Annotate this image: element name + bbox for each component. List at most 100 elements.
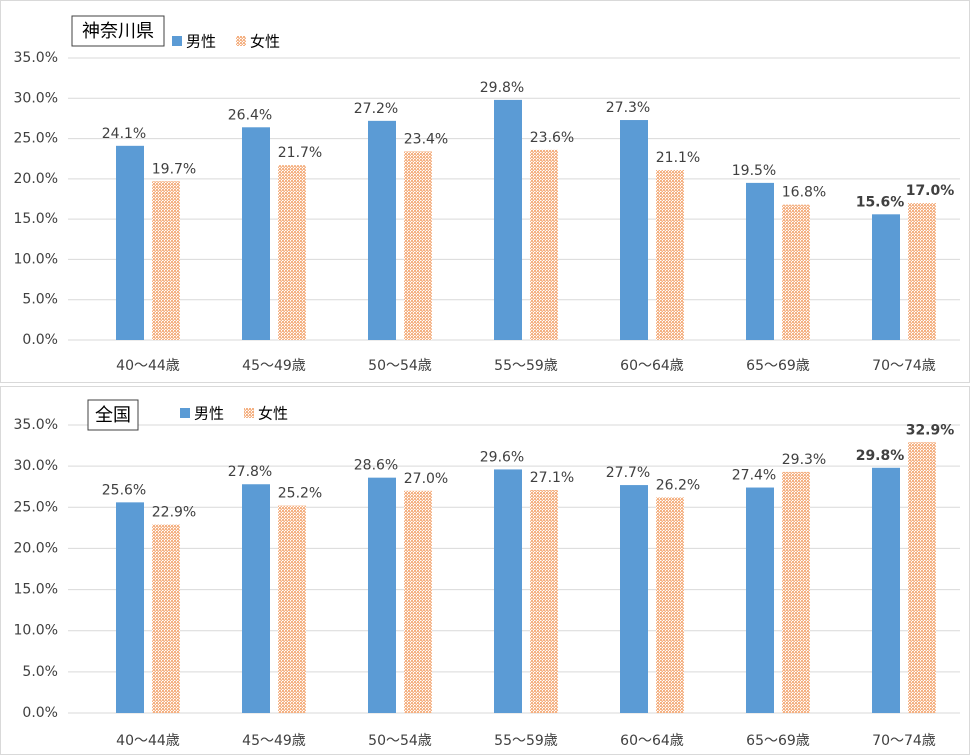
data-label: 16.8%	[782, 185, 826, 201]
bar	[494, 99, 522, 340]
bar	[152, 524, 180, 713]
bar	[242, 127, 270, 340]
bar	[368, 477, 396, 713]
data-label: 29.8%	[856, 448, 905, 464]
legend-label: 男性	[186, 33, 216, 51]
x-tick-label: 65～69歳	[746, 358, 810, 374]
chart-title: 全国	[95, 405, 131, 426]
data-label: 23.6%	[530, 130, 574, 146]
y-tick-label: 20.0%	[14, 540, 58, 556]
chart-frame	[0, 386, 970, 755]
data-label: 27.0%	[404, 471, 448, 487]
data-label: 32.9%	[906, 422, 955, 438]
bar	[404, 151, 432, 340]
bar	[242, 484, 270, 713]
y-tick-label: 30.0%	[14, 458, 58, 474]
data-label: 29.3%	[782, 452, 826, 468]
data-label: 21.7%	[278, 145, 322, 161]
legend-swatch	[180, 408, 190, 418]
title-box	[87, 399, 139, 431]
x-tick-label: 70～74歳	[872, 358, 936, 374]
bar	[872, 467, 900, 713]
data-label: 28.6%	[354, 458, 398, 474]
legend-label: 男性	[194, 405, 224, 423]
bar	[116, 145, 144, 340]
bar	[656, 497, 684, 713]
x-tick-label: 55～59歳	[494, 358, 558, 374]
bar	[530, 149, 558, 340]
bar	[278, 505, 306, 713]
x-tick-label: 45～49歳	[242, 733, 306, 749]
x-tick-label: 50～54歳	[368, 358, 432, 374]
data-label: 27.7%	[606, 465, 650, 481]
y-tick-label: 35.0%	[14, 417, 58, 433]
y-tick-label: 5.0%	[22, 292, 58, 308]
bar	[656, 169, 684, 340]
y-tick-label: 25.0%	[14, 499, 58, 515]
y-tick-label: 30.0%	[14, 90, 58, 106]
x-tick-label: 70～74歳	[872, 733, 936, 749]
bar	[872, 214, 900, 340]
data-label: 26.2%	[656, 477, 700, 493]
data-label: 21.1%	[656, 150, 700, 166]
y-tick-label: 15.0%	[14, 582, 58, 598]
data-label: 17.0%	[906, 183, 955, 199]
x-tick-label: 45～49歳	[242, 358, 306, 374]
data-label: 15.6%	[856, 194, 905, 210]
data-label: 19.5%	[732, 163, 776, 179]
x-tick-label: 40～44歳	[116, 733, 180, 749]
data-label: 29.8%	[480, 80, 524, 96]
bar	[404, 490, 432, 713]
x-tick-label: 60～64歳	[620, 358, 684, 374]
y-tick-label: 20.0%	[14, 171, 58, 187]
data-label: 25.2%	[278, 486, 322, 502]
legend-label: 女性	[250, 33, 280, 51]
bar	[494, 469, 522, 713]
legend-swatch	[244, 408, 255, 418]
y-tick-label: 0.0%	[22, 332, 58, 348]
bar	[746, 487, 774, 713]
legend-swatch	[172, 36, 182, 46]
x-tick-label: 50～54歳	[368, 733, 432, 749]
y-tick-label: 5.0%	[22, 664, 58, 680]
data-label: 27.1%	[530, 470, 574, 486]
data-label: 27.4%	[732, 468, 776, 484]
title-box	[71, 15, 165, 47]
chart-title: 神奈川県	[82, 21, 154, 42]
bar	[782, 471, 810, 713]
data-label: 29.6%	[480, 449, 524, 465]
x-tick-label: 60～64歳	[620, 733, 684, 749]
data-label: 27.3%	[606, 100, 650, 116]
bar	[746, 182, 774, 340]
bar	[368, 120, 396, 341]
bar	[152, 181, 180, 340]
y-tick-label: 10.0%	[14, 623, 58, 639]
y-tick-label: 25.0%	[14, 131, 58, 147]
bar	[908, 442, 936, 713]
data-label: 24.1%	[102, 126, 146, 142]
data-label: 19.7%	[152, 161, 196, 177]
data-label: 26.4%	[228, 107, 272, 123]
data-label: 23.4%	[404, 131, 448, 147]
bar	[620, 485, 648, 713]
bar	[782, 204, 810, 340]
y-tick-label: 0.0%	[22, 705, 58, 721]
y-tick-label: 10.0%	[14, 251, 58, 267]
bar	[908, 203, 936, 340]
data-label: 27.2%	[354, 101, 398, 117]
legend-label: 女性	[258, 405, 288, 423]
bar	[116, 502, 144, 713]
bar	[530, 490, 558, 713]
bar	[620, 120, 648, 340]
chart-frame	[0, 0, 970, 383]
x-tick-label: 55～59歳	[494, 733, 558, 749]
data-label: 25.6%	[102, 482, 146, 498]
data-label: 22.9%	[152, 505, 196, 521]
x-tick-label: 65～69歳	[746, 733, 810, 749]
data-label: 27.8%	[228, 464, 272, 480]
bar	[278, 165, 306, 340]
x-tick-label: 40～44歳	[116, 358, 180, 374]
y-tick-label: 15.0%	[14, 211, 58, 227]
legend-swatch	[236, 36, 247, 46]
